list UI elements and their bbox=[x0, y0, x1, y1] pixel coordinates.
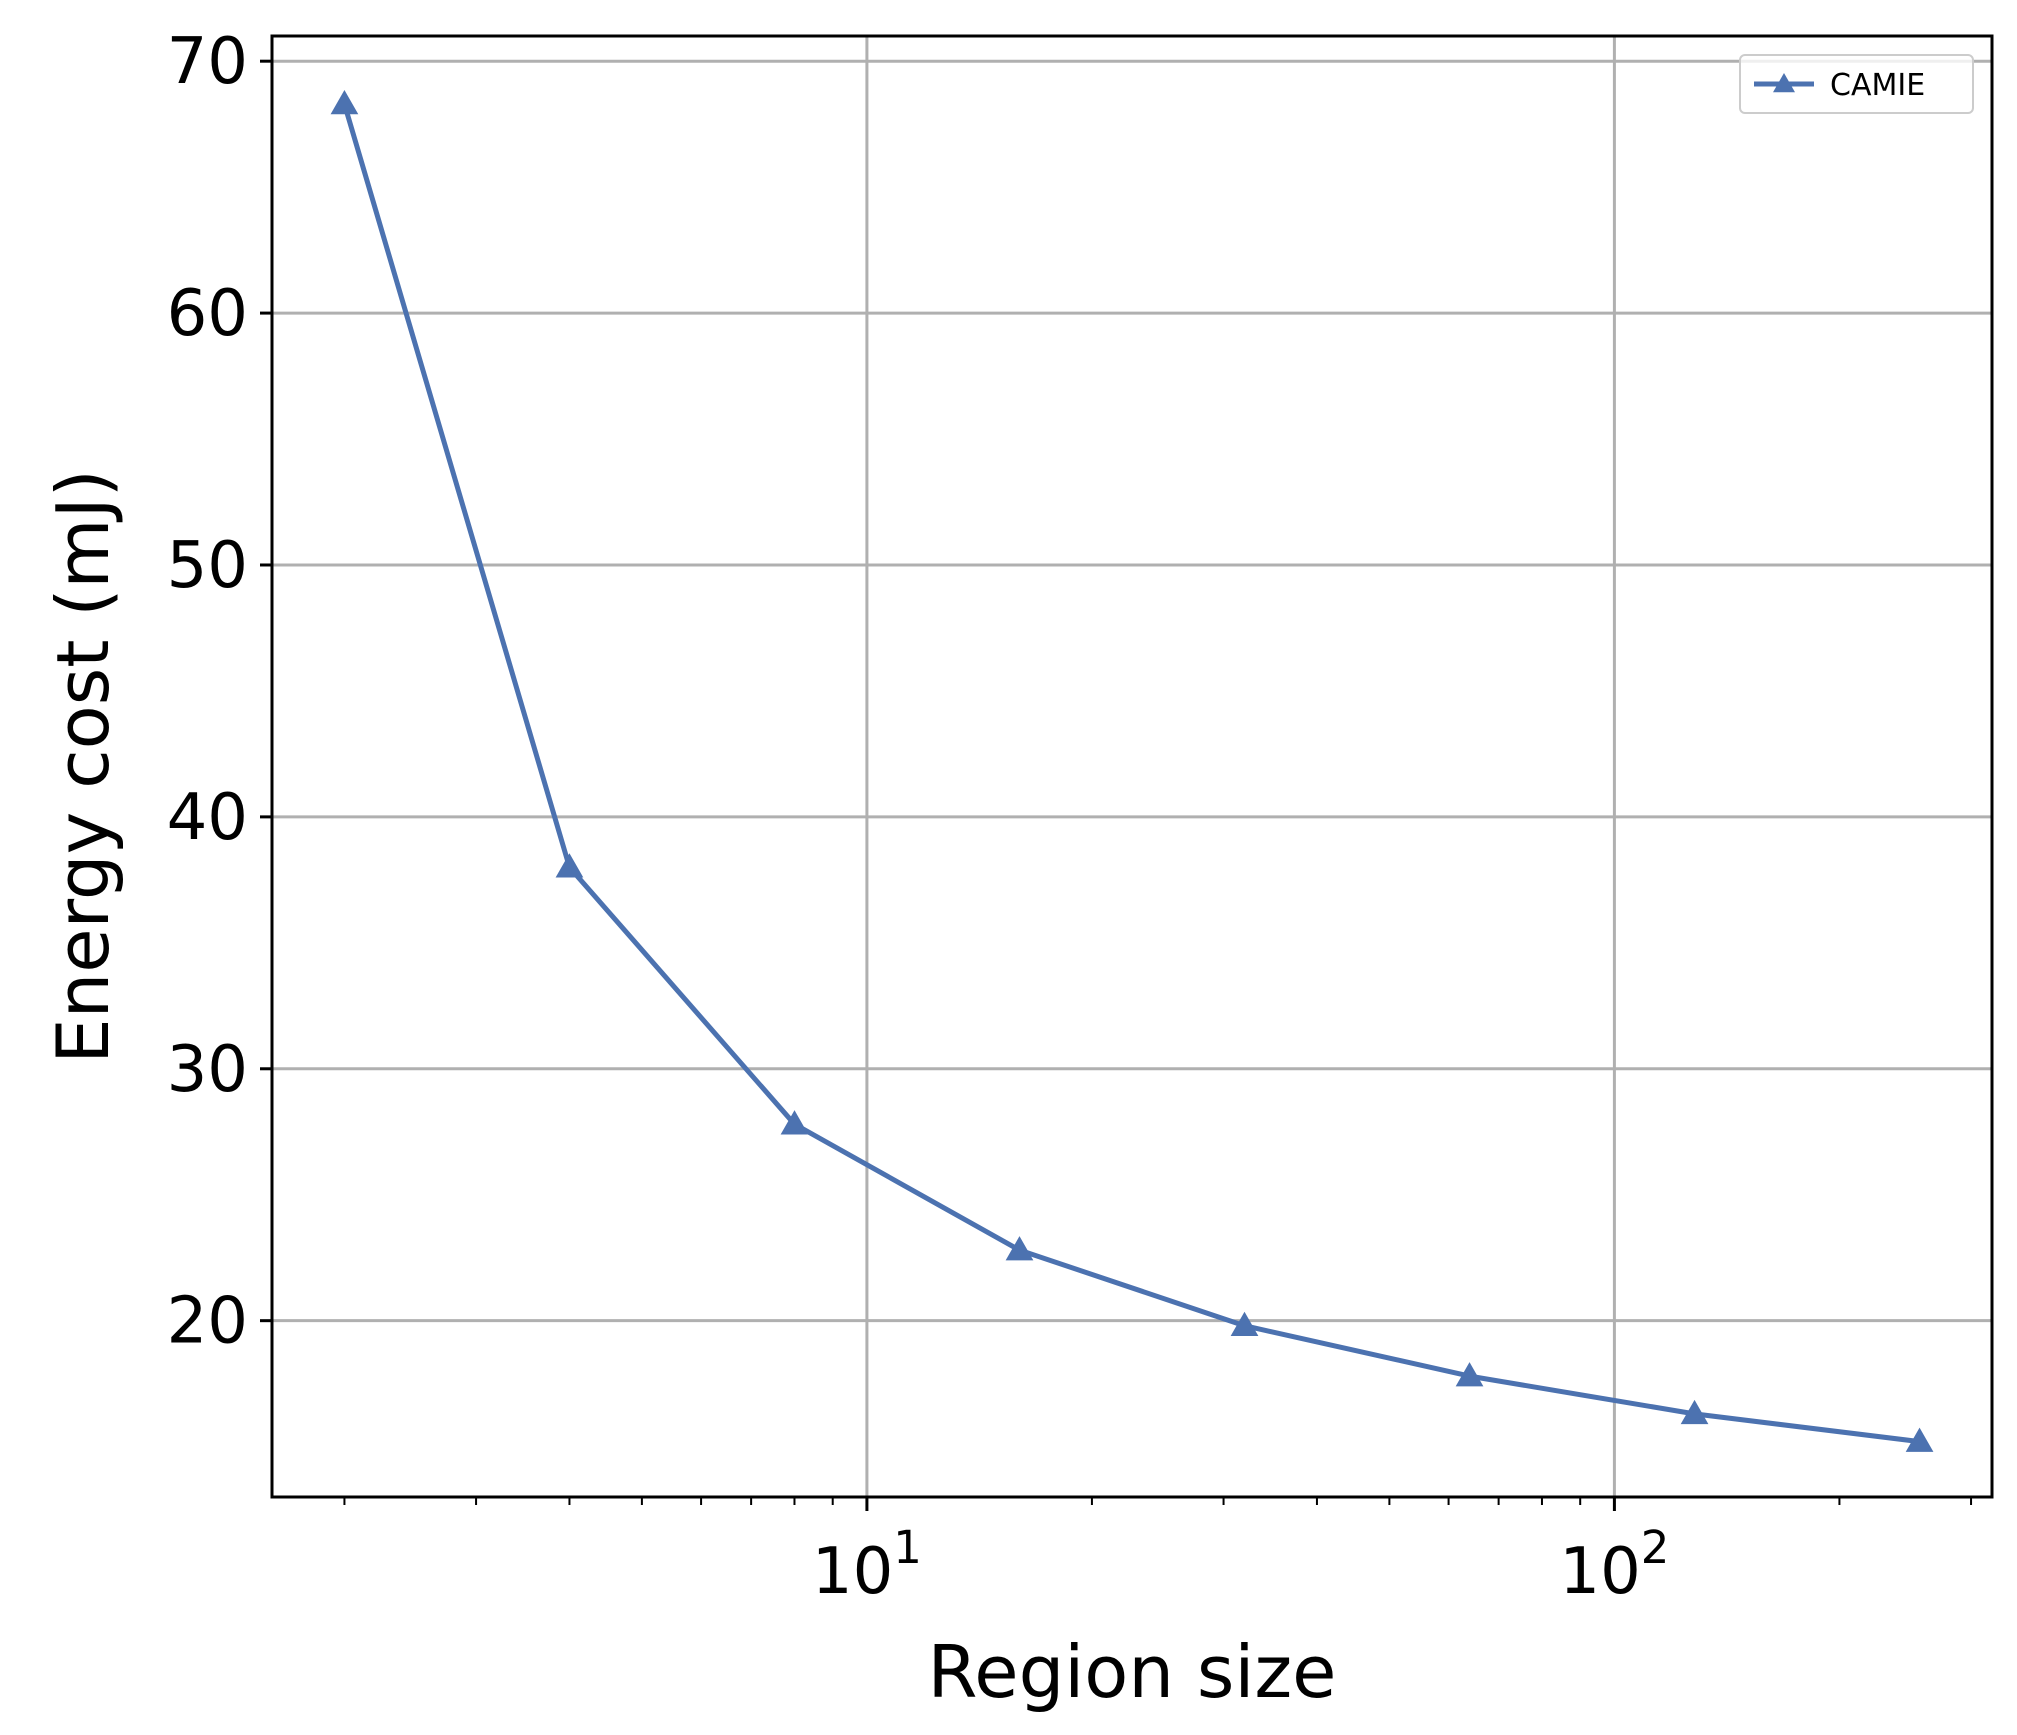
x-axis-title: Region size bbox=[928, 1630, 1337, 1714]
y-tick-label: 30 bbox=[167, 1033, 248, 1107]
data-point-marker bbox=[1230, 1311, 1259, 1336]
x-axis-ticks: 101 102 bbox=[812, 1497, 1669, 1609]
data-point-marker bbox=[330, 90, 359, 115]
y-tick-label: 50 bbox=[167, 529, 248, 603]
legend: CAMIE bbox=[1739, 54, 1974, 114]
data-point-marker bbox=[555, 853, 584, 878]
series-line bbox=[342, 103, 1920, 1445]
x-tick-label: 101 bbox=[812, 1521, 922, 1609]
data-point-marker bbox=[1455, 1362, 1484, 1387]
legend-marker-icon bbox=[1773, 73, 1795, 93]
legend-box bbox=[1739, 54, 1974, 114]
y-tick-label: 60 bbox=[167, 277, 248, 351]
data-point-marker bbox=[1905, 1427, 1934, 1452]
data-point-marker bbox=[780, 1110, 809, 1135]
plot-frame bbox=[270, 34, 1994, 1499]
y-tick-label: 40 bbox=[167, 781, 248, 855]
data-point-marker bbox=[1005, 1236, 1034, 1261]
data-point-marker bbox=[1680, 1399, 1709, 1425]
legend-label: CAMIE bbox=[1830, 68, 1925, 103]
y-tick-label: 70 bbox=[167, 25, 248, 99]
grid-lines bbox=[272, 36, 1992, 1497]
y-axis-title: Energy cost (mJ) bbox=[41, 469, 125, 1064]
series-camie bbox=[330, 90, 1934, 1452]
y-tick-label: 20 bbox=[167, 1285, 248, 1359]
y-axis-ticks: 20 30 40 50 60 70 bbox=[167, 25, 272, 1359]
x-tick-label: 102 bbox=[1559, 1521, 1669, 1609]
